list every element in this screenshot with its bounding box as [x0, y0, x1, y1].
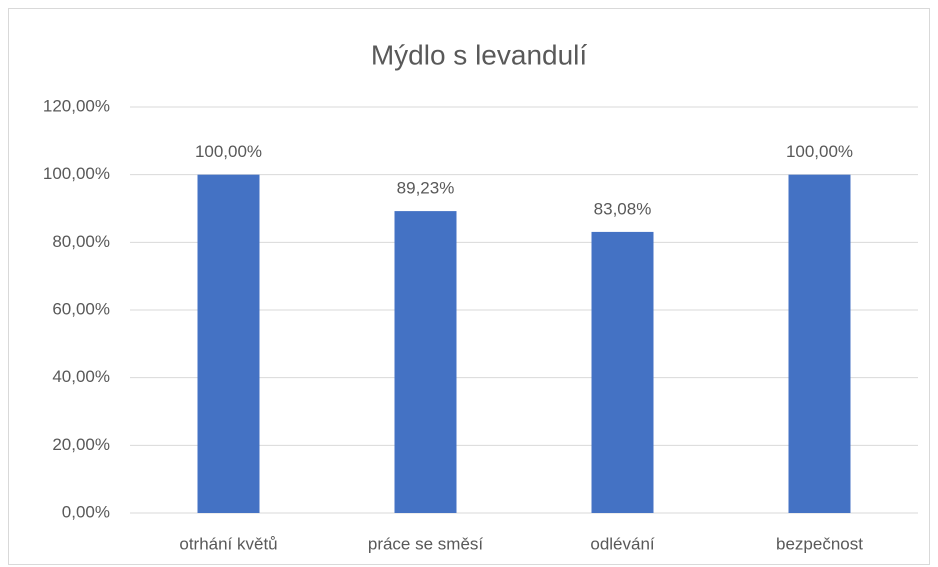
data-label: 100,00% [786, 142, 853, 161]
x-tick-label: otrhání květů [179, 534, 277, 553]
y-tick-label: 100,00% [43, 164, 110, 183]
bar [197, 174, 260, 513]
y-tick-label: 80,00% [52, 232, 110, 251]
data-label: 89,23% [397, 179, 455, 198]
y-tick-label: 120,00% [43, 96, 110, 115]
x-tick-label: odlévání [590, 534, 655, 553]
bar [788, 174, 851, 513]
y-tick-label: 60,00% [52, 299, 110, 318]
bar [591, 231, 654, 514]
y-tick-label: 20,00% [52, 435, 110, 454]
data-label: 100,00% [195, 142, 262, 161]
y-tick-label: 0,00% [62, 502, 110, 521]
chart-border [8, 8, 930, 565]
data-label: 83,08% [594, 199, 652, 218]
y-tick-label: 40,00% [52, 367, 110, 386]
bar [394, 211, 457, 513]
x-tick-label: práce se směsí [368, 534, 484, 553]
chart-title: Mýdlo s levandulí [371, 39, 588, 70]
x-tick-label: bezpečnost [776, 534, 863, 553]
